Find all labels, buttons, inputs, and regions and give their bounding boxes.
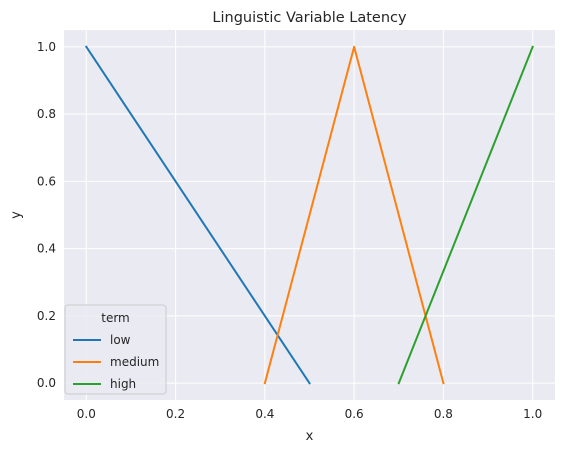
legend-item-low: low — [73, 333, 131, 347]
series-line-medium — [263, 45, 445, 385]
x-tick-label: 1.0 — [523, 407, 542, 421]
series-line-high — [397, 45, 534, 385]
legend-title: term — [101, 311, 130, 325]
legend-label: low — [110, 333, 131, 347]
chart-title: Linguistic Variable Latency — [212, 10, 407, 26]
y-axis-label: y — [9, 211, 24, 219]
x-tick-label: 0.8 — [434, 407, 453, 421]
x-axis-label: x — [306, 429, 314, 444]
legend: term low medium high — [64, 304, 167, 395]
series-layer — [84, 45, 534, 385]
y-tick-label: 0.6 — [37, 174, 56, 188]
y-tick-label: 0.2 — [37, 309, 56, 323]
legend-label: high — [110, 377, 136, 391]
x-axis-ticks: 0.0 0.2 0.4 0.6 0.8 1.0 — [77, 407, 542, 421]
y-axis-ticks: 0.0 0.2 0.4 0.6 0.8 1.0 — [37, 40, 56, 390]
legend-item-high: high — [73, 377, 136, 391]
x-tick-label: 0.2 — [166, 407, 185, 421]
x-tick-label: 0.6 — [345, 407, 364, 421]
y-tick-label: 0.0 — [37, 376, 56, 390]
x-tick-label: 0.0 — [77, 407, 96, 421]
series-line-low — [84, 45, 311, 385]
legend-box — [64, 304, 167, 395]
y-tick-label: 0.8 — [37, 107, 56, 121]
legend-items: low medium high — [73, 333, 159, 391]
x-tick-label: 0.4 — [255, 407, 274, 421]
legend-label: medium — [110, 355, 159, 369]
y-tick-label: 1.0 — [37, 40, 56, 54]
y-tick-label: 0.4 — [37, 242, 56, 256]
legend-item-medium: medium — [73, 355, 159, 369]
